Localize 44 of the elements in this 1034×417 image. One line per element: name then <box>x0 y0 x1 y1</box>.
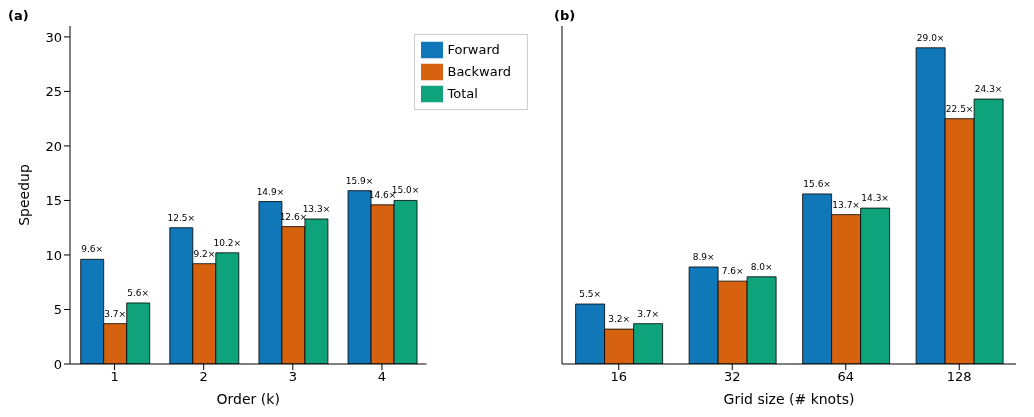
data-label: 14.9× <box>256 186 285 197</box>
data-label: 22.5× <box>945 103 974 114</box>
data-label: 7.6× <box>721 266 744 277</box>
data-label: 29.0× <box>916 32 945 43</box>
y-tick-label: 25 <box>45 84 62 100</box>
legend-label: Total <box>447 85 478 101</box>
data-label: 3.7× <box>637 308 660 319</box>
y-tick-label: 10 <box>45 247 62 263</box>
x-tick-label: 64 <box>837 369 855 385</box>
data-label: 9.6× <box>81 244 104 255</box>
data-label: 10.2× <box>213 237 242 248</box>
y-tick-label: 5 <box>53 302 62 318</box>
x-axis-title: Order (k) <box>216 391 280 407</box>
data-label: 8.0× <box>750 261 773 272</box>
y-tick-label: 30 <box>45 29 62 45</box>
data-label: 8.9× <box>692 251 715 262</box>
y-tick-label: 20 <box>45 138 62 154</box>
data-label: 13.7× <box>832 199 860 210</box>
chart-title: (a) <box>8 8 29 23</box>
x-tick-label: 128 <box>946 369 972 385</box>
data-label: 12.5× <box>167 212 196 223</box>
x-tick-label: 3 <box>288 369 297 385</box>
y-axis-title: Speedup <box>15 164 32 226</box>
data-label: 13.3× <box>302 203 331 214</box>
data-label: 15.6× <box>803 178 831 189</box>
legend-label: Forward <box>447 41 500 57</box>
x-tick-label: 4 <box>377 369 387 385</box>
data-label: 14.3× <box>861 193 889 204</box>
data-label: 3.2× <box>608 314 631 325</box>
x-axis-title: Grid size (# knots) <box>723 391 855 407</box>
chart-title: (b) <box>554 8 576 23</box>
y-tick-label: 15 <box>45 193 62 209</box>
x-tick-label: 1 <box>110 369 119 385</box>
data-label: 9.2× <box>193 248 216 259</box>
data-label: 24.3× <box>974 84 1003 95</box>
data-label: 5.5× <box>579 289 602 300</box>
x-tick-label: 16 <box>610 369 628 385</box>
data-label: 5.6× <box>127 287 150 298</box>
data-label: 15.9× <box>345 175 374 186</box>
x-tick-label: 32 <box>723 369 741 385</box>
data-label: 3.7× <box>104 308 127 319</box>
y-tick-label: 0 <box>53 356 62 372</box>
legend-label: Backward <box>447 63 511 79</box>
x-tick-label: 2 <box>199 369 208 385</box>
